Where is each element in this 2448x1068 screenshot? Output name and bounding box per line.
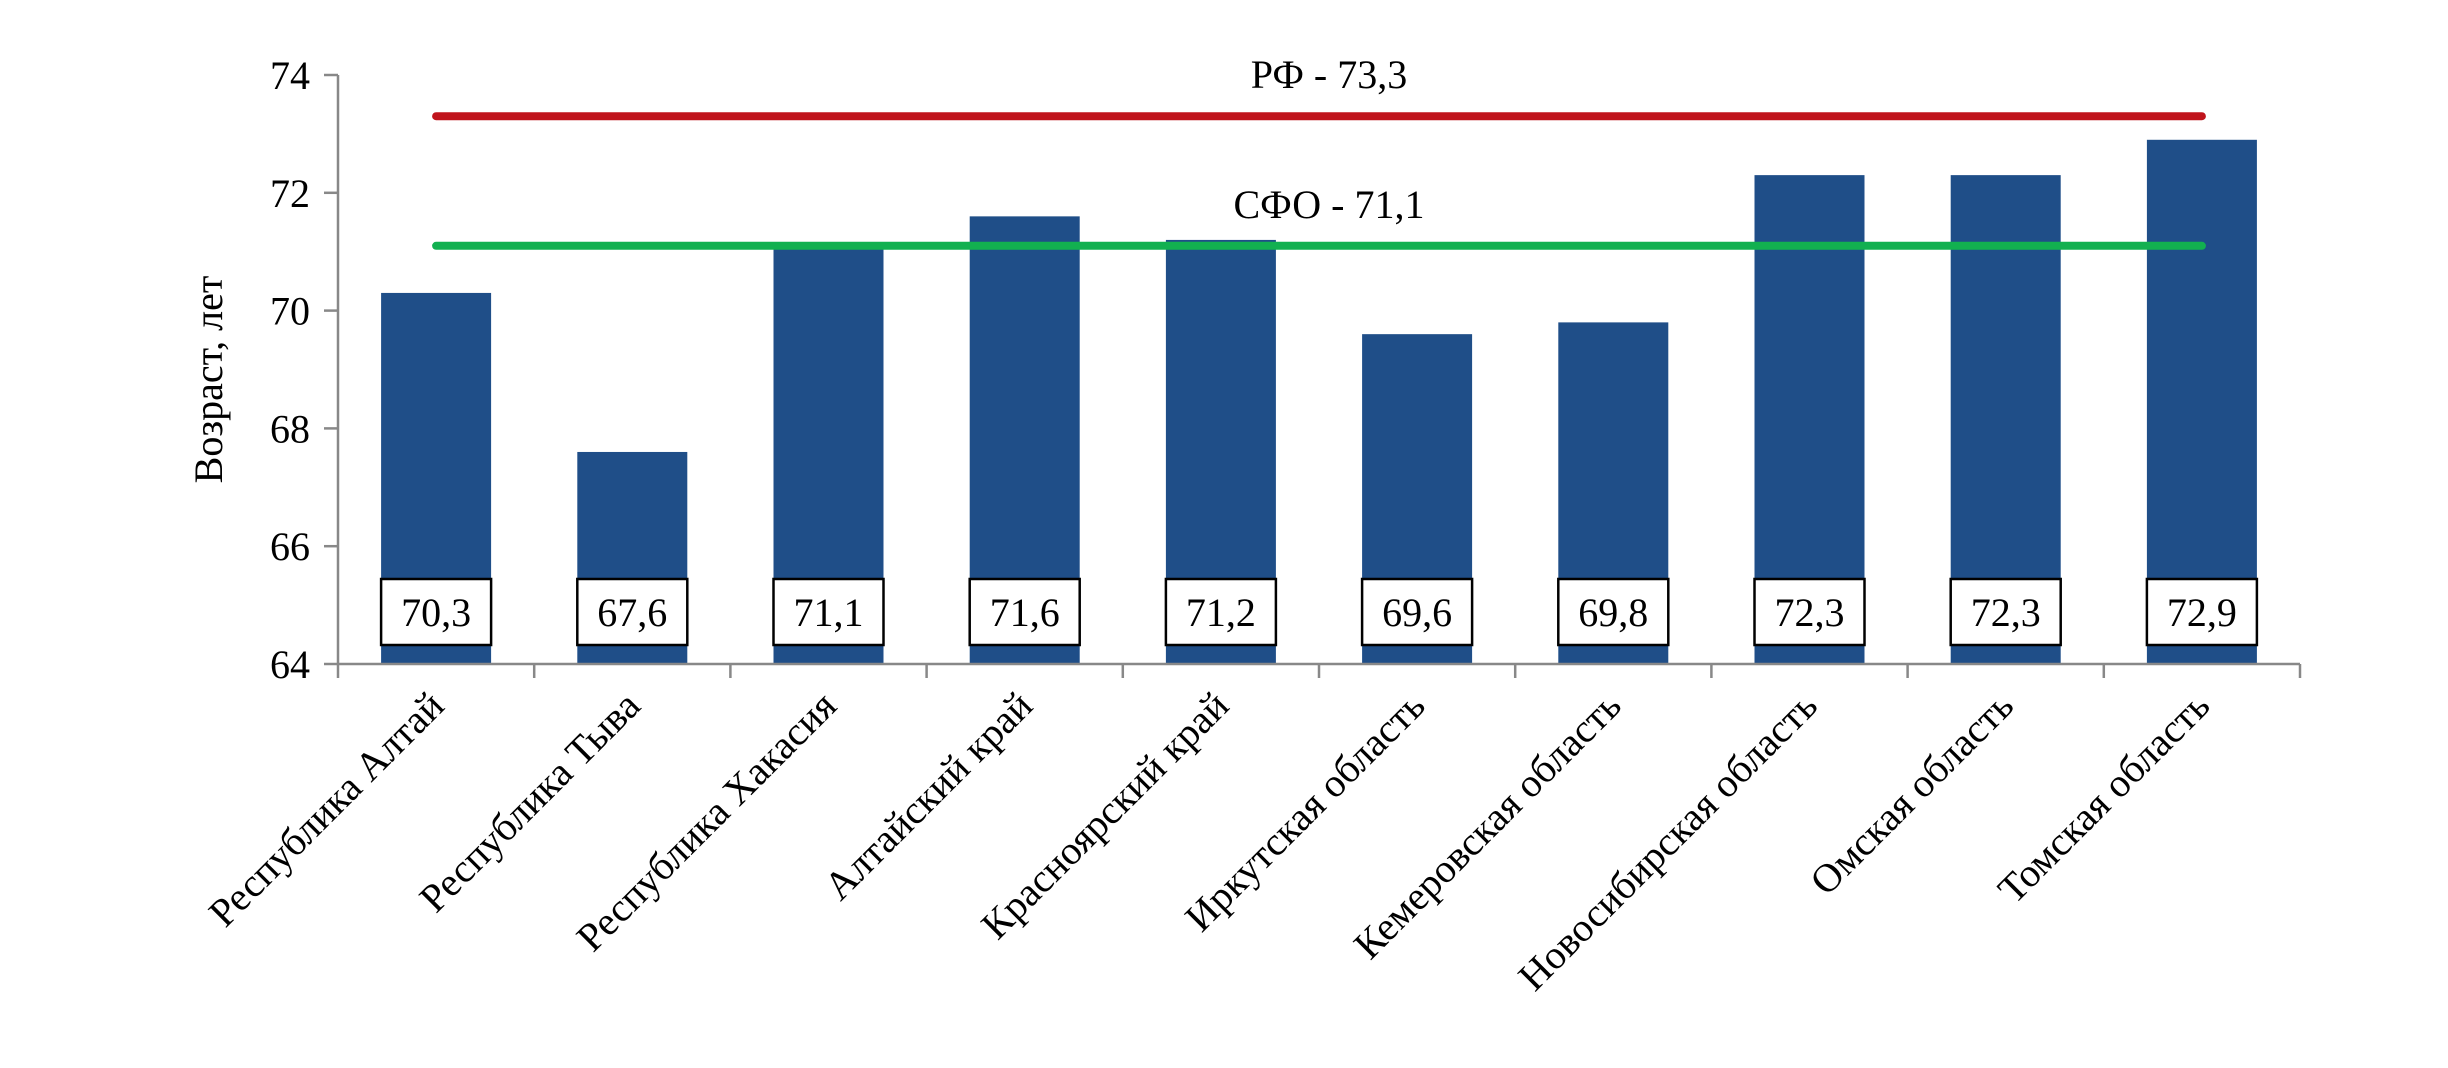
- data-label-4: 71,6: [990, 590, 1060, 635]
- data-label-box-7: [1557, 577, 1670, 647]
- data-label-box-2: [576, 577, 689, 647]
- data-label-1: 70,3: [401, 590, 471, 635]
- data-label-8: 72,3: [1775, 590, 1845, 635]
- data-label-box-1: [379, 577, 493, 647]
- reference-line-label-2: СФО - 71,1: [1234, 182, 1425, 227]
- data-label-10: 72,9: [2167, 590, 2237, 635]
- x-category-label-4: Алтайский край: [815, 683, 1041, 909]
- reference-lines-group: РФ - 73,3 СФО - 71,1: [432, 52, 2206, 250]
- y-axis-title: Возраст, лет: [186, 276, 231, 484]
- data-label-box-8: [1753, 577, 1866, 647]
- data-label-5: 71,2: [1186, 590, 1256, 635]
- x-category-label-10: Томская область: [1989, 683, 2218, 912]
- data-label-box-10: [2145, 577, 2259, 647]
- data-label-box-9: [1949, 577, 2062, 647]
- x-category-label-1: Республика Алтай: [200, 683, 453, 936]
- y-tick-label-6: 74: [270, 53, 310, 98]
- data-label-box-3: [772, 577, 885, 647]
- y-tick-label-1: 64: [270, 642, 310, 687]
- y-tick-label-2: 66: [270, 524, 310, 569]
- y-tick-label-4: 70: [270, 289, 310, 334]
- x-category-label-9: Омская область: [1801, 683, 2022, 904]
- y-tick-label-5: 72: [270, 171, 310, 216]
- data-label-9: 72,3: [1971, 590, 2041, 635]
- bar-10: [2146, 139, 2257, 665]
- data-label-3: 71,1: [794, 590, 864, 635]
- data-label-box-5: [1164, 577, 1278, 647]
- data-labels-group: 70,3 67,6 71,1 71,6 71,2 69,6 69,8 72,3 72,3 72,9: [379, 577, 2259, 647]
- reference-line-label-1: РФ - 73,3: [1251, 52, 1407, 97]
- data-label-box-6: [1360, 577, 1474, 647]
- data-label-6: 69,6: [1382, 590, 1452, 635]
- y-tick-label-3: 68: [270, 406, 310, 451]
- data-label-2: 67,6: [597, 590, 667, 635]
- data-label-box-4: [968, 577, 1081, 647]
- data-label-7: 69,8: [1578, 590, 1648, 635]
